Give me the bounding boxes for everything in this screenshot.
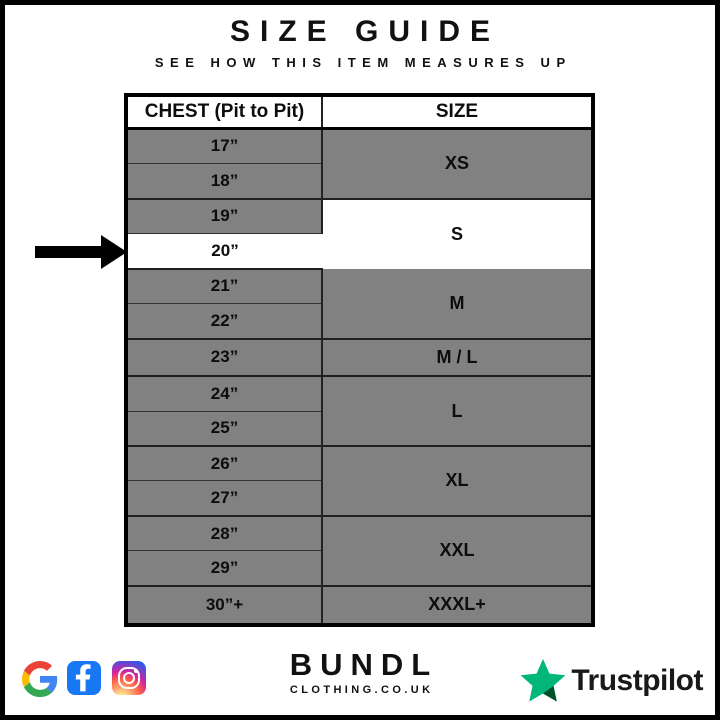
trustpilot-logo[interactable]: Trustpilot [520, 659, 703, 703]
size-cell: M [322, 268, 593, 339]
table-row: 23” M / L [126, 337, 593, 377]
instagram-icon[interactable] [112, 661, 146, 695]
chest-cell: 19” [126, 197, 323, 234]
size-cell: XL [322, 444, 593, 516]
size-cell: L [322, 375, 593, 446]
brand-tagline: CLOTHING.CO.UK [289, 684, 434, 696]
size-cell: M / L [322, 337, 593, 377]
table-row: 18” [126, 163, 593, 199]
instagram-camera-body [118, 667, 140, 689]
facebook-icon[interactable] [67, 661, 101, 695]
table-row: 27” [126, 480, 593, 516]
social-icons [22, 661, 146, 697]
chest-cell: 28” [126, 514, 323, 551]
table-row: 25” [126, 410, 593, 446]
brand-logo: BUNDL CLOTHING.CO.UK [5, 647, 715, 696]
chest-cell: 21” [126, 267, 323, 304]
table-row: 19” S [126, 197, 593, 269]
chest-cell: 22” [126, 303, 323, 339]
table-row: 22” [126, 303, 593, 339]
size-cell: XXXL+ [322, 584, 593, 625]
size-cell: XXL [322, 514, 593, 586]
table-header-row: CHEST (Pit to Pit) SIZE [126, 95, 593, 130]
table-row: 24” L [126, 375, 593, 446]
chest-cell-highlighted: 20” [126, 233, 322, 269]
size-table: CHEST (Pit to Pit) SIZE 17” XS 18” 19” S… [124, 93, 595, 627]
trustpilot-star-icon [520, 659, 566, 703]
chest-cell: 30”+ [126, 584, 323, 625]
table-row: 26” XL [126, 444, 593, 516]
size-cell: XS [322, 128, 593, 199]
brand-name: BUNDL [289, 647, 439, 682]
table-row: 28” XXL [126, 514, 593, 586]
page-title: SIZE GUIDE [229, 15, 501, 48]
highlight-arrow-icon [35, 235, 127, 269]
trustpilot-wordmark: Trustpilot [571, 664, 703, 697]
page-subtitle: SEE HOW THIS ITEM MEASURES UP [154, 55, 572, 70]
google-icon[interactable] [22, 661, 58, 697]
chest-cell: 17” [126, 128, 323, 164]
size-header-cell: SIZE [322, 95, 593, 130]
chest-header-cell: CHEST (Pit to Pit) [126, 95, 323, 130]
chest-cell: 24” [126, 375, 323, 411]
instagram-camera-lens [123, 672, 135, 684]
chest-cell: 18” [126, 163, 323, 199]
table-row: 21” M [126, 267, 593, 339]
table-row-highlighted: 20” [126, 233, 593, 269]
table-row: 30”+ XXXL+ [126, 584, 593, 625]
chest-cell: 29” [126, 550, 323, 586]
table-row: 17” XS [126, 128, 593, 199]
chest-cell: 25” [126, 410, 323, 446]
instagram-camera-flash [134, 669, 138, 673]
size-table-container: CHEST (Pit to Pit) SIZE 17” XS 18” 19” S… [124, 93, 595, 627]
size-cell-highlighted: S [322, 197, 593, 269]
chest-cell: 23” [126, 337, 323, 377]
chest-cell: 26” [126, 444, 323, 481]
table-row: 29” [126, 550, 593, 586]
chest-cell: 27” [126, 480, 323, 516]
